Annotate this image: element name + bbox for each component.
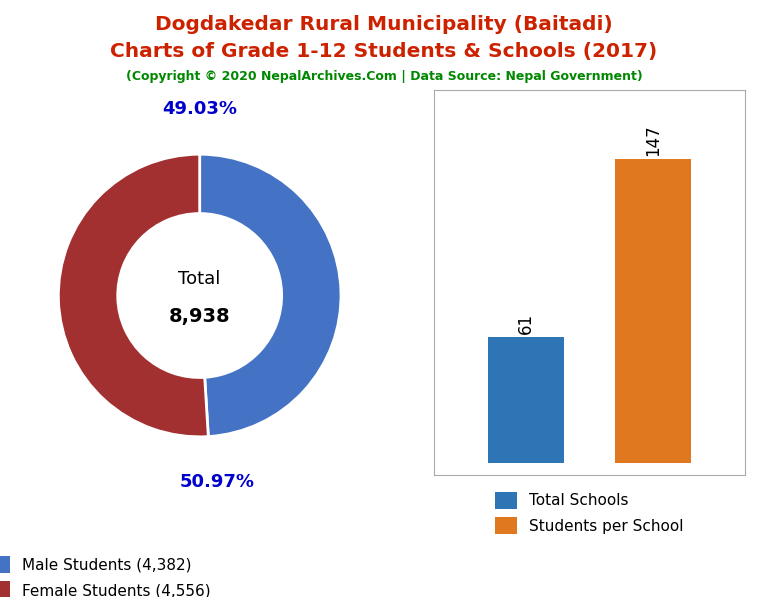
Text: 147: 147: [644, 125, 662, 156]
Legend: Total Schools, Students per School: Total Schools, Students per School: [495, 491, 684, 534]
Text: Total: Total: [178, 270, 221, 288]
Text: Dogdakedar Rural Municipality (Baitadi): Dogdakedar Rural Municipality (Baitadi): [155, 15, 613, 34]
Text: (Copyright © 2020 NepalArchives.Com | Data Source: Nepal Government): (Copyright © 2020 NepalArchives.Com | Da…: [126, 70, 642, 84]
Bar: [615, 159, 691, 463]
Text: Charts of Grade 1-12 Students & Schools (2017): Charts of Grade 1-12 Students & Schools …: [111, 42, 657, 61]
Legend: Male Students (4,382), Female Students (4,556): Male Students (4,382), Female Students (…: [0, 556, 210, 597]
Text: 49.03%: 49.03%: [162, 100, 237, 118]
Text: 61: 61: [517, 313, 535, 334]
Wedge shape: [58, 154, 208, 437]
Wedge shape: [200, 154, 341, 436]
Text: 50.97%: 50.97%: [179, 473, 254, 491]
Text: 8,938: 8,938: [169, 307, 230, 326]
Bar: [488, 337, 564, 463]
